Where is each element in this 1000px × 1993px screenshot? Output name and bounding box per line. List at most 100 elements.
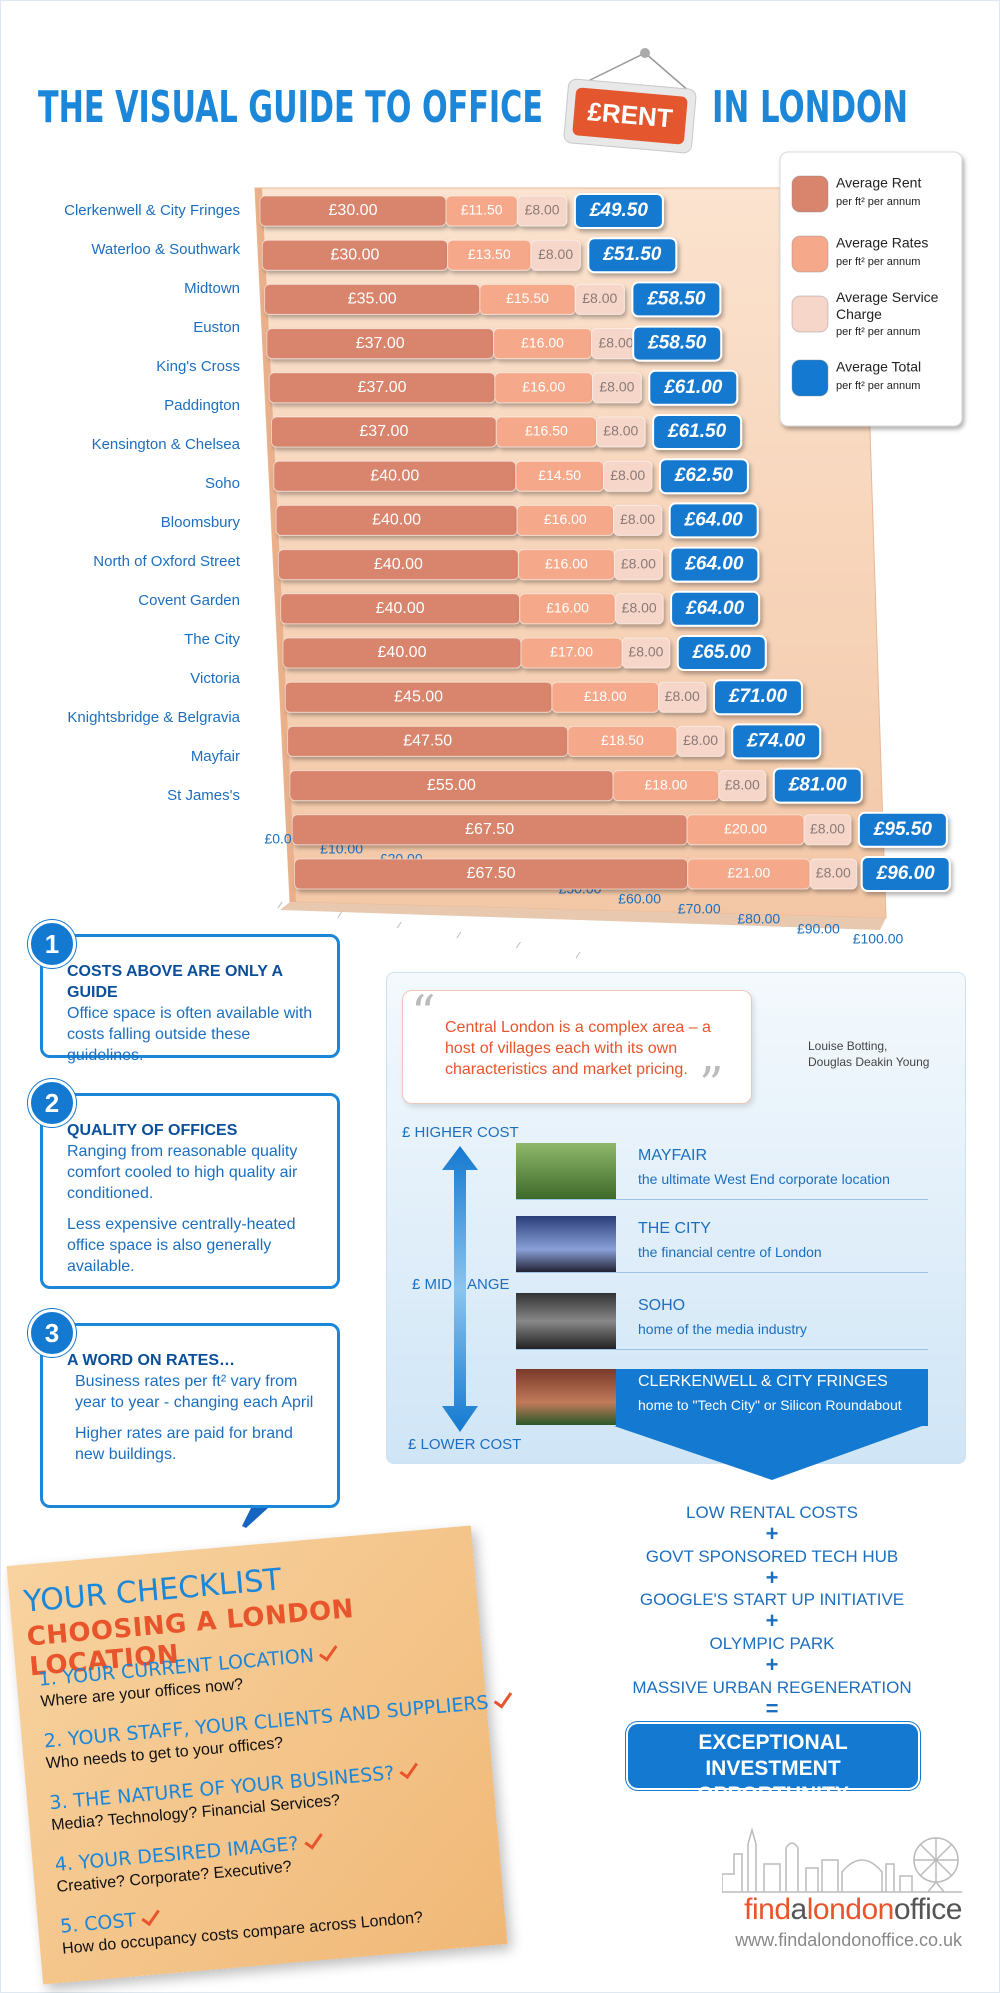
quote-author: Louise Botting, Douglas Deakin Young xyxy=(808,1038,929,1070)
equation-equals: = xyxy=(765,1695,779,1721)
bar-value-label: £8.00 xyxy=(620,511,655,527)
equation-plus: + xyxy=(765,1564,779,1590)
bar-value-label: £8.00 xyxy=(683,732,718,748)
bar-value-label: £8.00 xyxy=(599,379,634,395)
chart-floor xyxy=(280,902,886,930)
y-tick-label: North of Oxford Street xyxy=(93,553,241,570)
guide-text: Less expensive centrally-heated office s… xyxy=(67,1216,296,1275)
legend-swatch xyxy=(791,175,829,213)
cost-high: £ HIGHER COST xyxy=(402,1124,519,1141)
bar-segment xyxy=(803,814,852,846)
legend-swatch xyxy=(791,295,829,333)
x-tick xyxy=(337,911,343,919)
bar-value-label: £8.00 xyxy=(599,334,634,350)
legend: Average Rent per ft² per annum Average Rat… xyxy=(791,175,939,397)
total-label: £74.00 xyxy=(746,730,806,751)
location-photo xyxy=(516,1293,616,1349)
bar-value-label: £8.00 xyxy=(665,688,700,704)
bar-value-label: £21.00 xyxy=(727,865,770,881)
bar-segment xyxy=(676,725,725,757)
location-name: MAYFAIR xyxy=(638,1147,708,1164)
guide-number: 1 xyxy=(28,920,76,968)
equation-result: EXCEPTIONAL INVESTMENT OPPORTUNITY xyxy=(628,1724,918,1806)
check-mark xyxy=(141,1905,160,1927)
total-badge xyxy=(573,193,664,229)
total-label: £64.00 xyxy=(684,554,744,575)
arrow-shape xyxy=(442,1146,478,1432)
y-tick-label: Waterloo & Southwark xyxy=(91,241,240,258)
bar-value-label: £8.00 xyxy=(538,246,573,262)
equation-plus: + xyxy=(765,1652,779,1678)
y-tick-label: Knightsbridge & Belgravia xyxy=(67,709,240,726)
highlight-chevron xyxy=(614,1426,922,1480)
bar-value-label: £16.50 xyxy=(525,423,568,439)
total-badge xyxy=(669,546,760,583)
legend-swatch xyxy=(791,359,829,397)
bar-value-label: £8.00 xyxy=(725,776,760,792)
total-badge xyxy=(712,679,803,716)
location-photo xyxy=(516,1369,616,1425)
quote-open: “ xyxy=(411,985,436,1041)
total-badge xyxy=(857,811,948,848)
y-tick-label: Covent Garden xyxy=(138,592,240,609)
total-badge xyxy=(772,767,863,804)
legend-note: per ft² per annum xyxy=(836,326,920,338)
legend-box xyxy=(779,151,963,427)
y-tick-label: Soho xyxy=(205,475,240,492)
y-tick-label: Victoria xyxy=(190,670,240,687)
total-label: £64.00 xyxy=(684,509,744,530)
bar-value-label: £37.00 xyxy=(358,379,407,396)
guide-box: A WORD ON RATES… Business rates per ft² v… xyxy=(40,1323,340,1508)
bar-value-label: £13.50 xyxy=(468,246,511,262)
chevron xyxy=(614,1426,922,1480)
bar-value-label: £14.50 xyxy=(538,467,581,483)
legend-note: per ft² per annum xyxy=(836,256,920,268)
bar-value-label: £55.00 xyxy=(427,777,476,794)
location-description: home to "Tech City" or Silicon Roundabou… xyxy=(638,1397,902,1413)
brand-url: www.findalondonoffice.co.uk xyxy=(735,1930,962,1950)
quote-close: ” xyxy=(699,1057,724,1113)
bar-value-label: £67.50 xyxy=(467,865,516,882)
bar-value-label: £16.00 xyxy=(545,555,588,571)
sign-text: £RENT xyxy=(586,96,674,133)
x-tick xyxy=(456,931,462,939)
location-name: THE CITY xyxy=(638,1220,711,1237)
bar-value-label: £18.00 xyxy=(644,776,687,792)
total-label: £95.50 xyxy=(873,819,933,840)
location-photo xyxy=(516,1143,616,1199)
chart-side xyxy=(255,188,296,902)
total-badge xyxy=(670,590,761,627)
chart: THE VISUAL GUIDE TO OFFICE £RENT IN LOND… xyxy=(38,48,963,959)
bar-value-label: £8.00 xyxy=(603,423,638,439)
bar-segment xyxy=(614,593,664,625)
bar-value-label: £16.00 xyxy=(521,334,564,350)
cost-arrow xyxy=(442,1146,478,1432)
guide-text: Higher rates are paid for brand new buil… xyxy=(75,1425,293,1463)
guide-heading: A WORD ON RATES… xyxy=(67,1352,235,1369)
legend-label: Average Rates xyxy=(836,235,928,251)
x-tick-label: £60.00 xyxy=(618,891,661,907)
y-tick-label: Euston xyxy=(193,319,240,336)
bar-value-label: £45.00 xyxy=(394,688,443,705)
guide-number: 2 xyxy=(28,1079,76,1127)
equation-term: GOOGLE'S START UP INITIATIVE xyxy=(639,1590,905,1610)
total-badge xyxy=(652,414,743,450)
bar-value-label: £18.50 xyxy=(601,732,644,748)
equation-term: GOVT SPONSORED TECH HUB xyxy=(645,1546,899,1566)
bar-value-label: £30.00 xyxy=(329,202,378,219)
location-row: SOHO home of the media industry xyxy=(516,1293,928,1350)
location-name: SOHO xyxy=(638,1297,686,1314)
location-description: the ultimate West End corporate location xyxy=(638,1171,890,1187)
guide-box: COSTS ABOVE ARE ONLY A GUIDE Office space… xyxy=(40,934,340,1064)
legend-note: per ft² per annum xyxy=(836,196,920,208)
total-badge xyxy=(860,856,951,892)
bar-value-label: £20.00 xyxy=(724,821,767,837)
bar-value-label: £35.00 xyxy=(348,291,397,308)
bar-value-label: £8.00 xyxy=(525,202,560,218)
total-label: £71.00 xyxy=(728,686,788,707)
bar-segment xyxy=(621,637,671,669)
x-tick xyxy=(277,901,283,909)
bar-value-label: £8.00 xyxy=(622,600,657,616)
pin-body xyxy=(242,1502,268,1528)
total-badge xyxy=(587,237,678,274)
